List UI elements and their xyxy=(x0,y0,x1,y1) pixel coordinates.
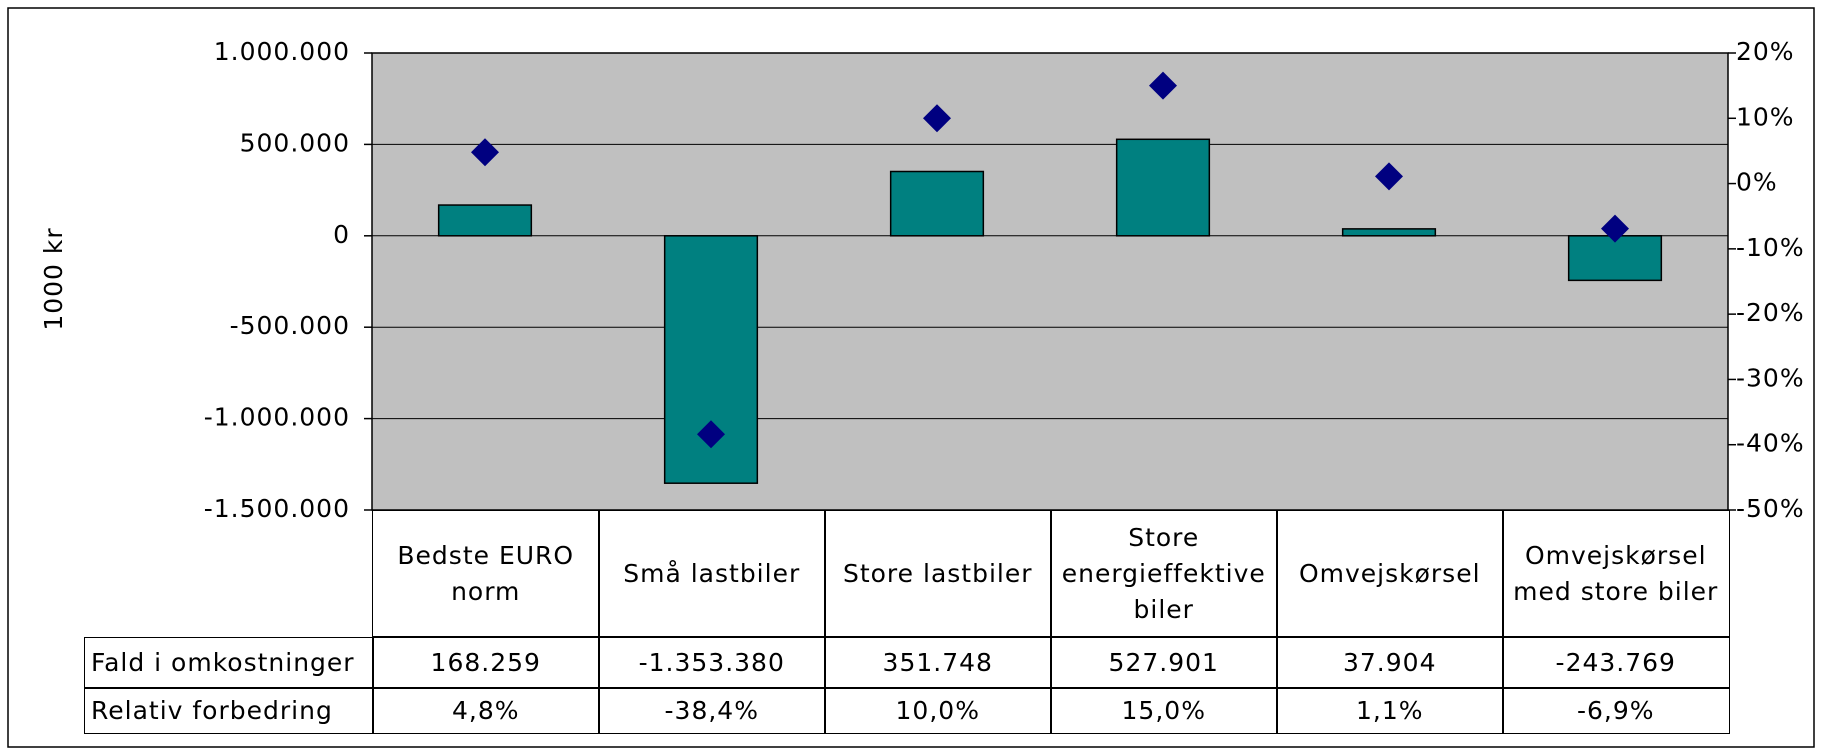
value-cell: 37.904 xyxy=(1276,637,1504,688)
category-cell: Store lastbiler xyxy=(824,510,1052,637)
diamond-marker xyxy=(1149,71,1177,100)
diamond-marker xyxy=(697,420,725,449)
value-cell: -6,9% xyxy=(1502,688,1730,734)
diamond-marker xyxy=(1601,214,1629,243)
value-cell: -243.769 xyxy=(1502,637,1730,688)
series-name-cell: Fald i omkostninger xyxy=(84,637,374,688)
category-cell: Store energieffektive biler xyxy=(1050,510,1278,637)
diamond-marker xyxy=(1375,162,1403,191)
y2-tick-label: -10% xyxy=(1736,233,1805,262)
value-cell: -38,4% xyxy=(598,688,826,734)
value-cell: 168.259 xyxy=(372,637,600,688)
value-cell: -1.353.380 xyxy=(598,637,826,688)
bar xyxy=(889,170,985,237)
bar xyxy=(1115,138,1211,237)
y2-tick-label: -20% xyxy=(1736,298,1805,327)
value-cell: 1,1% xyxy=(1276,688,1504,734)
bar xyxy=(1341,228,1437,237)
y2-tick-label: 20% xyxy=(1736,37,1795,66)
diamond-marker xyxy=(471,138,499,167)
y2-tick-label: 0% xyxy=(1736,168,1778,197)
value-cell: 15,0% xyxy=(1050,688,1278,734)
y2-tick-label: 10% xyxy=(1736,102,1795,131)
value-cell: 351.748 xyxy=(824,637,1052,688)
bar xyxy=(437,204,533,237)
category-cell: Bedste EURO norm xyxy=(372,510,600,637)
series-name-cell: Relativ forbedring xyxy=(84,688,374,734)
y-tick-label: -1.000.000 xyxy=(204,403,350,432)
category-cell: Små lastbiler xyxy=(598,510,826,637)
y-tick-label: 500.000 xyxy=(240,128,350,157)
y2-tick-label: -30% xyxy=(1736,363,1805,392)
y-axis-label: 1000 kr xyxy=(39,227,68,330)
y2-tick-label: -50% xyxy=(1736,494,1805,523)
value-cell: 4,8% xyxy=(372,688,600,734)
value-cell: 10,0% xyxy=(824,688,1052,734)
y2-tick-label: -40% xyxy=(1736,429,1805,458)
chart-border xyxy=(7,7,1815,748)
y-tick-label: -500.000 xyxy=(230,311,350,340)
plot-area xyxy=(371,52,1729,511)
category-cell: Omvejskørsel xyxy=(1276,510,1504,637)
y-tick-label: -1.500.000 xyxy=(204,494,350,523)
y-tick-label: 1.000.000 xyxy=(214,37,350,66)
diamond-marker xyxy=(923,104,951,133)
value-cell: 527.901 xyxy=(1050,637,1278,688)
category-cell: Omvejskørsel med store biler xyxy=(1502,510,1730,637)
y-tick-label: 0 xyxy=(333,220,350,249)
